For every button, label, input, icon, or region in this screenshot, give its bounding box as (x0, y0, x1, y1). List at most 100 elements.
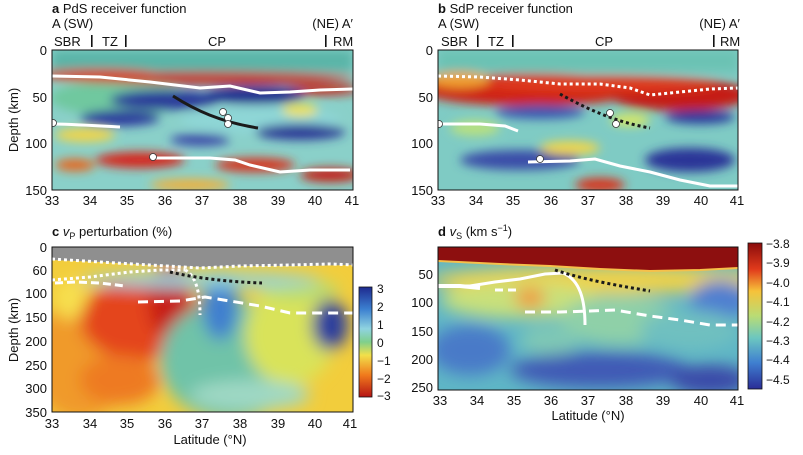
province-tz: TZ (102, 34, 118, 49)
vs-colorbar: −3.8 −3.9 −4.0 −4.1 −4.2 −4.3 −4.4 −4.5 (747, 237, 790, 390)
x-tick-label: 35 (120, 193, 134, 208)
x-tick-label: 41 (730, 193, 744, 208)
x-tick-label: 41 (343, 416, 357, 431)
y-tick-label: 100 (411, 136, 433, 151)
y-tick-label: 150 (411, 183, 433, 198)
vs-model-image (438, 247, 738, 390)
colorbar-tick-label: 0 (377, 336, 384, 350)
province-cp: CP (595, 34, 613, 49)
province-bar: SBR TZ CP RM (54, 34, 353, 49)
x-tick-label: 33 (45, 193, 59, 208)
colorbar-tick-label: −4.0 (766, 276, 790, 290)
x-tick-label: 39 (656, 393, 670, 408)
x-axis-label: Latitude (°N) (173, 432, 246, 447)
y-ticks: 0 60 100 150 200 250 300 350 (25, 240, 47, 420)
colorbar-tick-label: −3.8 (766, 237, 790, 251)
x-tick-label: 39 (271, 416, 285, 431)
y-tick-label: 250 (25, 358, 47, 373)
y-tick-label: 100 (411, 295, 433, 310)
y-tick-label: 100 (25, 286, 47, 301)
x-tick-label: 36 (544, 193, 558, 208)
x-tick-label: 40 (308, 416, 322, 431)
x-ticks: 33 34 35 36 37 38 39 40 41 (45, 416, 357, 431)
y-tick-label: 250 (411, 380, 433, 395)
x-tick-label: 36 (158, 193, 172, 208)
province-divider (477, 35, 479, 47)
y-tick-label: 150 (25, 183, 47, 198)
colorbar-tick-label: 2 (377, 300, 384, 314)
y-ticks: 50 100 150 200 250 (411, 267, 433, 395)
x-tick-label: 40 (308, 193, 322, 208)
colorbar-tick-label: −4.3 (766, 334, 790, 348)
colorbar-tick-label: −4.2 (766, 315, 790, 329)
x-tick-label: 39 (271, 193, 285, 208)
x-tick-label: 36 (544, 393, 558, 408)
profile-start-label: A (SW) (52, 16, 93, 31)
x-tick-label: 40 (694, 393, 708, 408)
x-tick-label: 33 (433, 393, 447, 408)
profile-end-label: (NE) A′ (699, 16, 740, 31)
profile-start-label: A (SW) (438, 16, 479, 31)
panel-a-title: a PdS receiver function (52, 1, 186, 16)
province-sbr: SBR (441, 34, 468, 49)
y-tick-label: 150 (411, 324, 433, 339)
province-divider (91, 35, 93, 47)
x-tick-label: 35 (120, 416, 134, 431)
colorbar-tick-label: −2 (377, 372, 391, 386)
x-tick-label: 33 (45, 416, 59, 431)
x-tick-label: 36 (158, 416, 172, 431)
province-sbr: SBR (54, 34, 81, 49)
y-axis-label: Depth (km) (6, 88, 21, 152)
x-tick-label: 41 (730, 393, 744, 408)
x-tick-label: 41 (345, 193, 359, 208)
x-ticks: 33 34 35 36 37 38 39 40 41 (431, 193, 744, 208)
x-tick-label: 34 (83, 416, 97, 431)
colorbar-tick-label: 1 (377, 318, 384, 332)
colorbar-tick-label: −3.9 (766, 256, 790, 270)
x-tick-label: 40 (694, 193, 708, 208)
panel-d-title: d vS (km s−1) (438, 223, 512, 241)
x-tick-label: 38 (233, 416, 247, 431)
colorbar-tick-label: −4.1 (766, 295, 790, 309)
province-divider (512, 35, 514, 47)
y-tick-label: 200 (25, 334, 47, 349)
x-tick-label: 38 (233, 193, 247, 208)
province-tz: TZ (488, 34, 504, 49)
pds-image (52, 50, 353, 190)
panel-b: b SdP receiver function A (SW) (NE) A′ S… (411, 1, 744, 208)
x-tick-label: 38 (619, 193, 633, 208)
province-rm: RM (333, 34, 353, 49)
province-bar: SBR TZ CP RM (441, 34, 740, 49)
y-tick-label: 50 (33, 90, 47, 105)
x-tick-label: 34 (83, 193, 97, 208)
x-tick-label: 39 (656, 193, 670, 208)
y-tick-label: 300 (25, 381, 47, 396)
y-tick-label: 50 (419, 90, 433, 105)
province-divider (125, 35, 127, 47)
panel-c-title: c vP perturbation (%) (52, 224, 172, 241)
x-tick-label: 33 (431, 193, 445, 208)
y-tick-label: 50 (419, 267, 433, 282)
x-ticks: 33 34 35 36 37 38 39 40 41 (45, 193, 359, 208)
x-tick-label: 37 (195, 193, 209, 208)
y-tick-label: 350 (25, 405, 47, 420)
colorbar-tick-label: −4.5 (766, 373, 790, 387)
y-tick-label: 200 (411, 352, 433, 367)
panel-a: a PdS receiver function A (SW) (NE) A′ S… (6, 1, 359, 208)
x-tick-label: 38 (619, 393, 633, 408)
x-tick-label: 34 (469, 193, 483, 208)
x-tick-label: 37 (581, 393, 595, 408)
y-axis-label: Depth (km) (6, 298, 21, 362)
province-rm: RM (720, 34, 740, 49)
y-tick-label: 100 (25, 136, 47, 151)
y-tick-label: 60 (33, 263, 47, 278)
panel-d: d vS (km s−1) (411, 223, 790, 423)
vp-tomography-image (52, 247, 353, 412)
y-ticks: 0 50 100 150 (25, 43, 47, 198)
profile-end-label: (NE) A′ (312, 16, 353, 31)
y-ticks: 0 50 100 150 (411, 43, 433, 198)
vp-colorbar: 3 2 1 0 −1 −2 −3 (358, 282, 391, 403)
panel-b-title: b SdP receiver function (438, 1, 573, 16)
x-tick-label: 37 (581, 193, 595, 208)
